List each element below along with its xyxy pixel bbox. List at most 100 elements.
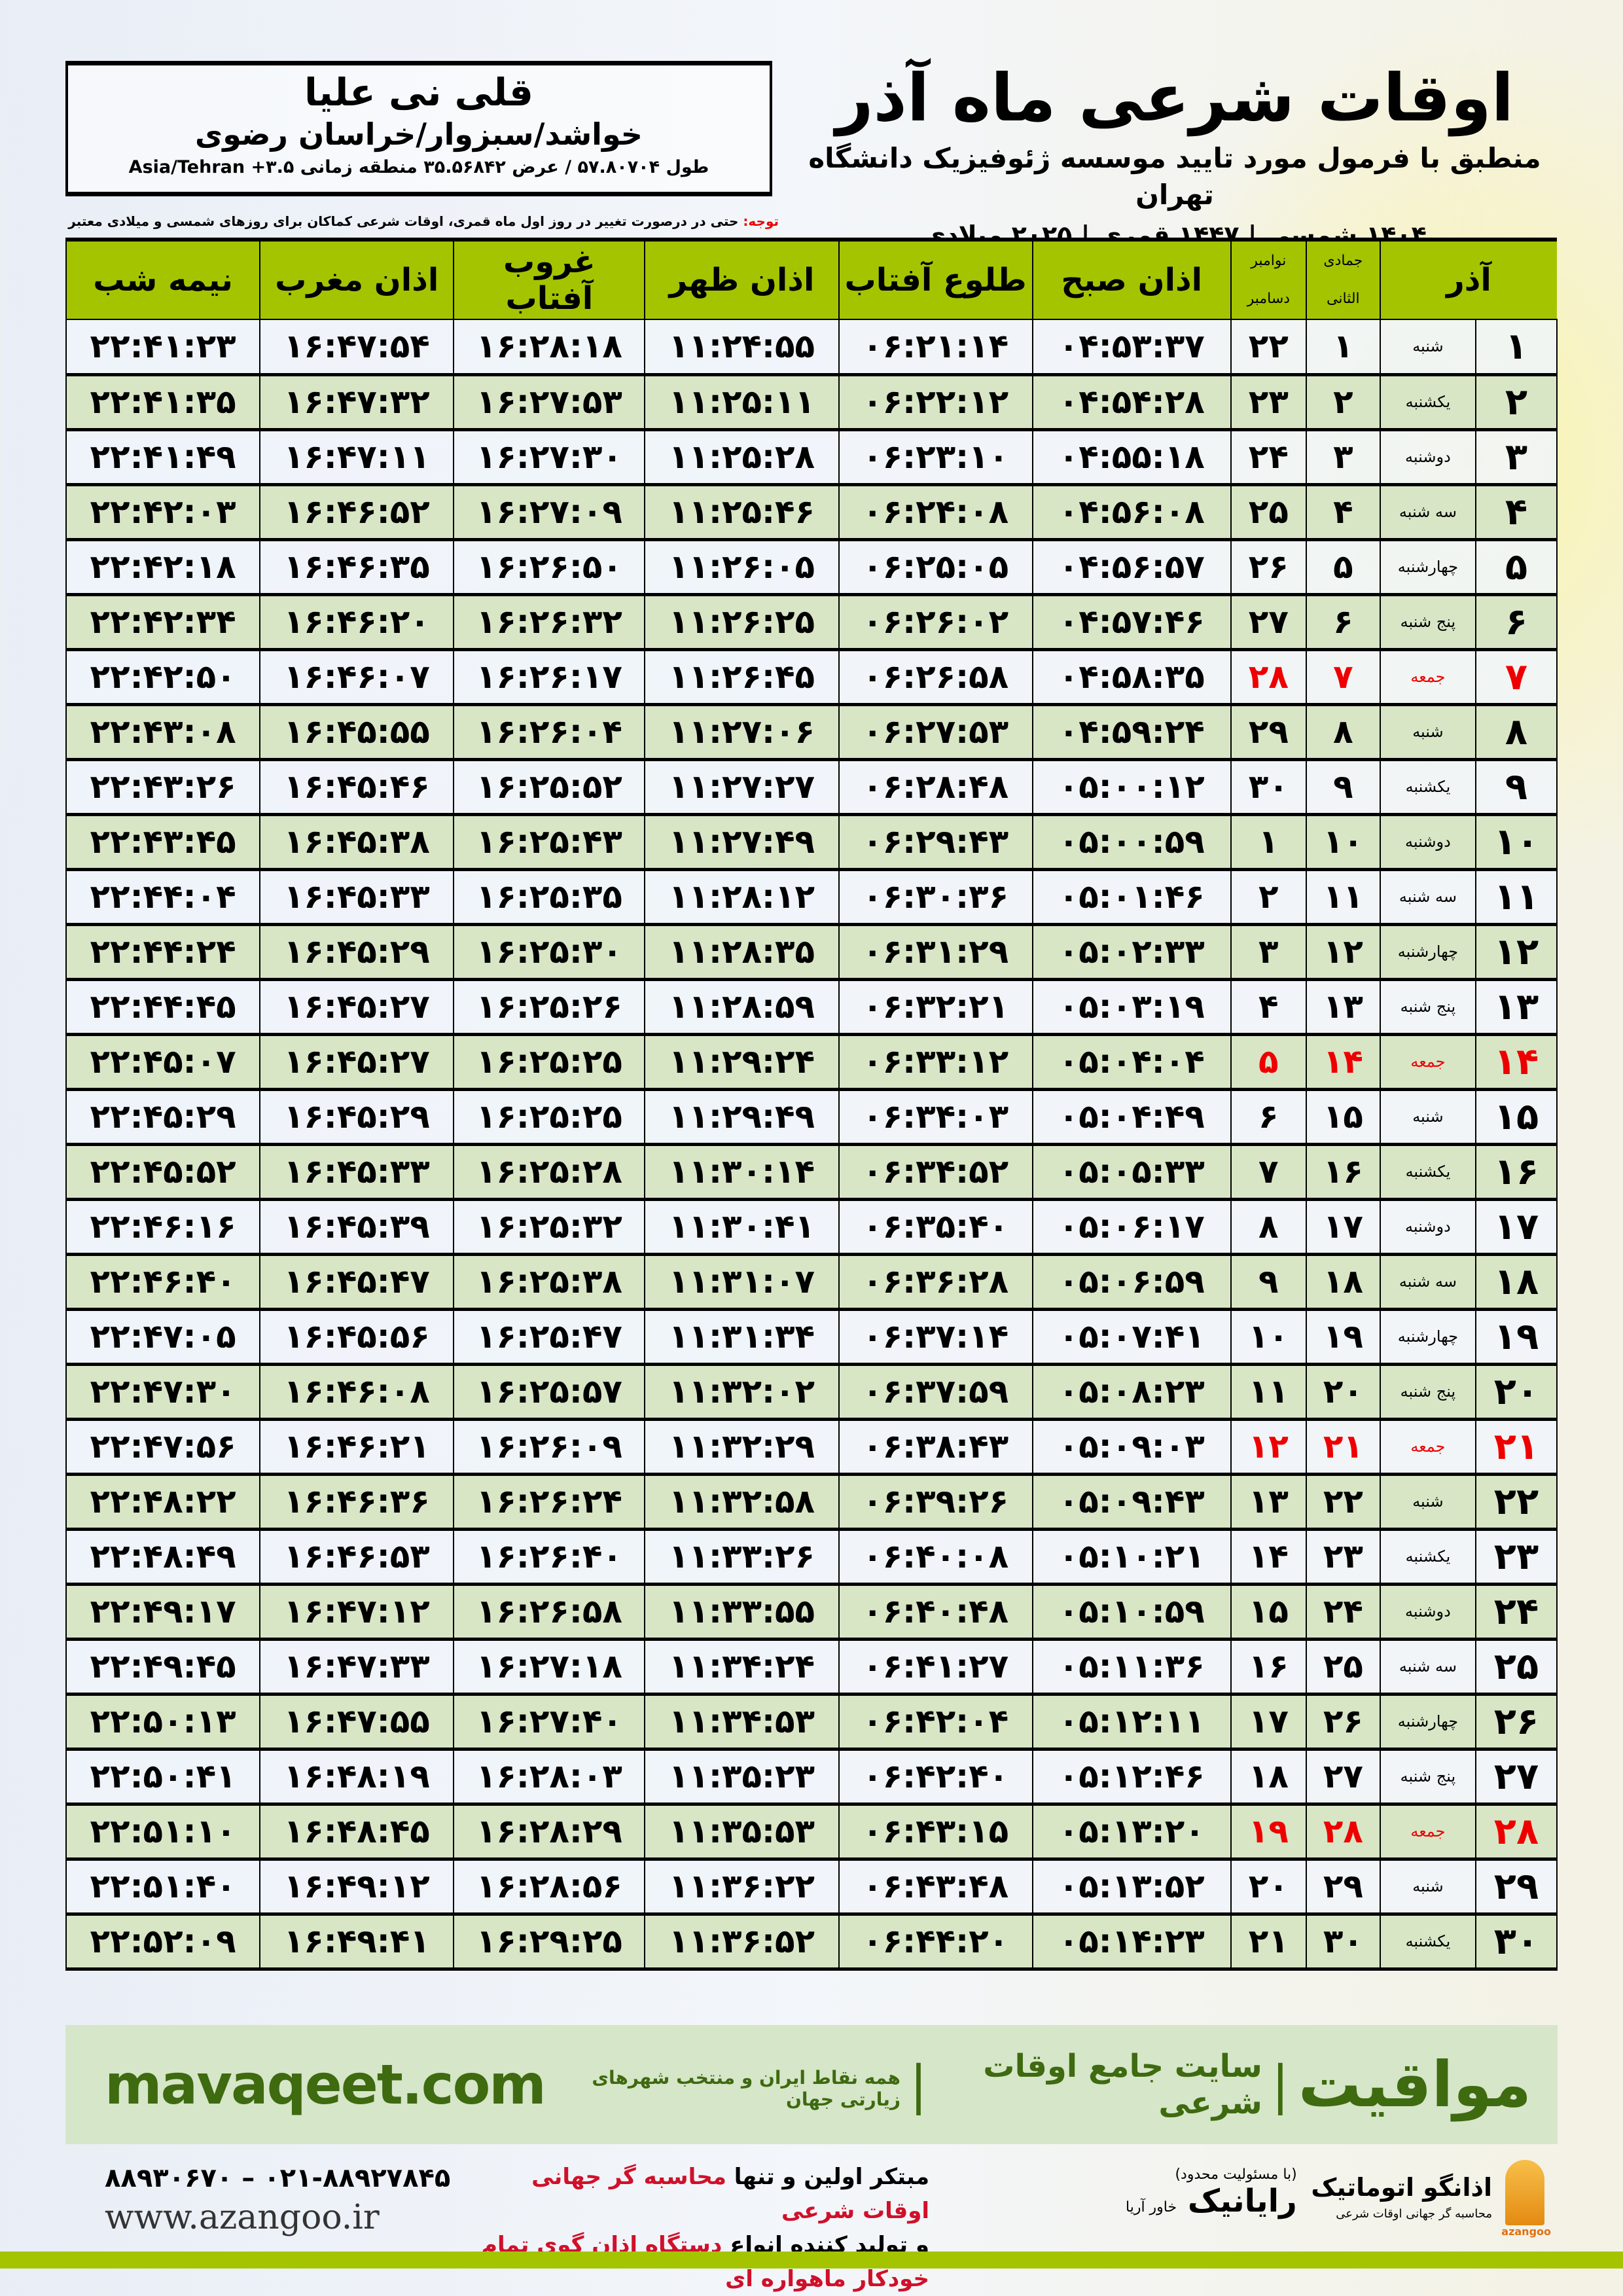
cell-tolu: ۰۶:۳۹:۲۶ <box>838 1473 1033 1531</box>
cell-gregorian: ۲۳ <box>1230 374 1307 431</box>
header-sobh: اذان صبح <box>1031 238 1231 319</box>
cell-gregorian: ۲۰ <box>1230 1858 1307 1916</box>
cell-weekday: چهارشنبه <box>1379 539 1476 596</box>
cell-sobh: ۰۵:۰۵:۳۳ <box>1031 1143 1232 1201</box>
cell-weekday: دوشنبه <box>1379 814 1476 871</box>
azangoo-name: اذانگو اتوماتیک <box>1311 2173 1492 2202</box>
cell-nimeh: ۲۲:۴۴:۴۵ <box>65 978 261 1036</box>
cell-ghorub: ۱۶:۲۵:۵۷ <box>453 1363 646 1421</box>
cell-weekday: چهارشنبه <box>1379 1693 1476 1751</box>
cell-day: ۱۵ <box>1474 1088 1558 1146</box>
cell-nimeh: ۲۲:۴۶:۴۰ <box>65 1253 261 1311</box>
table-row: ۱۲ چهارشنبه ۱۲ ۳ ۰۵:۰۲:۳۳ ۰۶:۳۱:۲۹ ۱۱:۲۸:۳۵ ۱۶:… <box>65 924 1558 981</box>
cell-ghorub: ۱۶:۲۵:۵۲ <box>453 759 646 816</box>
cell-hijri: ۷ <box>1305 649 1381 706</box>
cell-zohr: ۱۱:۲۹:۲۴ <box>644 1033 840 1091</box>
cell-gregorian: ۱۷ <box>1230 1693 1307 1751</box>
cell-hijri: ۲۸ <box>1305 1803 1381 1861</box>
cell-gregorian: ۱۶ <box>1230 1638 1307 1696</box>
cell-gregorian: ۱۹ <box>1230 1803 1307 1861</box>
location-box: قلی نی علیا خواشد/سبزوار/خراسان رضوی طول… <box>65 61 772 196</box>
cell-day: ۵ <box>1474 539 1558 596</box>
cell-weekday: یکشنبه <box>1379 1913 1476 1971</box>
cell-gregorian: ۱۱ <box>1230 1363 1307 1421</box>
prayer-times-table: آذر جمادی الثانی نوامبر دسامبر اذان صبح ط… <box>65 238 1558 1971</box>
cell-maghrib: ۱۶:۴۵:۲۹ <box>259 924 455 981</box>
cell-gregorian: ۴ <box>1230 978 1307 1036</box>
cell-ghorub: ۱۶:۲۸:۵۶ <box>453 1858 646 1916</box>
cell-ghorub: ۱۶:۲۵:۳۸ <box>453 1253 646 1311</box>
cell-maghrib: ۱۶:۴۷:۳۲ <box>259 374 455 431</box>
banner-separator: | <box>1271 2054 1289 2115</box>
cell-tolu: ۰۶:۳۲:۲۱ <box>838 978 1033 1036</box>
cell-hijri: ۱۹ <box>1305 1308 1381 1366</box>
cell-maghrib: ۱۶:۴۷:۱۲ <box>259 1583 455 1641</box>
cell-sobh: ۰۵:۰۸:۲۳ <box>1031 1363 1232 1421</box>
cell-hijri: ۲۰ <box>1305 1363 1381 1421</box>
cell-maghrib: ۱۶:۴۵:۲۷ <box>259 1033 455 1091</box>
header-ghorub: غروب آفتاب <box>453 238 645 319</box>
cell-tolu: ۰۶:۳۴:۵۲ <box>838 1143 1033 1201</box>
cell-zohr: ۱۱:۲۸:۵۹ <box>644 978 840 1036</box>
cell-ghorub: ۱۶:۲۵:۴۷ <box>453 1308 646 1366</box>
cell-ghorub: ۱۶:۲۶:۵۸ <box>453 1583 646 1641</box>
cell-ghorub: ۱۶:۲۵:۲۶ <box>453 978 646 1036</box>
cell-ghorub: ۱۶:۲۶:۴۰ <box>453 1528 646 1586</box>
table-row: ۱۰ دوشنبه ۱۰ ۱ ۰۵:۰۰:۵۹ ۰۶:۲۹:۴۳ ۱۱:۲۷:۴۹ ۱۶:۲۵… <box>65 814 1558 871</box>
cell-maghrib: ۱۶:۴۷:۵۵ <box>259 1693 455 1751</box>
cell-day: ۲۸ <box>1474 1803 1558 1861</box>
cell-zohr: ۱۱:۲۸:۱۲ <box>644 869 840 926</box>
table-row: ۲۷ پنج شنبه ۲۷ ۱۸ ۰۵:۱۲:۴۶ ۰۶:۴۲:۴۰ ۱۱:۳۵:۲۳ ۱۶… <box>65 1748 1558 1806</box>
cell-nimeh: ۲۲:۴۲:۳۴ <box>65 594 261 651</box>
header-greg-top: نوامبر <box>1251 253 1287 269</box>
cell-ghorub: ۱۶:۲۵:۲۸ <box>453 1143 646 1201</box>
cell-day: ۲۹ <box>1474 1858 1558 1916</box>
cell-tolu: ۰۶:۴۳:۴۸ <box>838 1858 1033 1916</box>
cell-zohr: ۱۱:۲۷:۲۷ <box>644 759 840 816</box>
banner-slogan: سایت جامع اوقات شرعی <box>983 2048 1262 2121</box>
cell-day: ۷ <box>1474 649 1558 706</box>
cell-zohr: ۱۱:۳۵:۲۳ <box>644 1748 840 1806</box>
cell-gregorian: ۲۹ <box>1230 704 1307 761</box>
cell-zohr: ۱۱:۳۲:۰۲ <box>644 1363 840 1421</box>
cell-day: ۲۴ <box>1474 1583 1558 1641</box>
cell-day: ۱۸ <box>1474 1253 1558 1311</box>
cell-gregorian: ۱۵ <box>1230 1583 1307 1641</box>
table-header: آذر جمادی الثانی نوامبر دسامبر اذان صبح ط… <box>65 238 1557 319</box>
cell-day: ۱۰ <box>1474 814 1558 871</box>
cell-hijri: ۹ <box>1305 759 1381 816</box>
cell-nimeh: ۲۲:۵۲:۰۹ <box>65 1913 261 1971</box>
cell-zohr: ۱۱:۲۸:۳۵ <box>644 924 840 981</box>
cell-sobh: ۰۵:۰۴:۴۹ <box>1031 1088 1232 1146</box>
cell-gregorian: ۲ <box>1230 869 1307 926</box>
cell-gregorian: ۳ <box>1230 924 1307 981</box>
cell-sobh: ۰۵:۱۱:۳۶ <box>1031 1638 1232 1696</box>
cell-nimeh: ۲۲:۴۴:۲۴ <box>65 924 261 981</box>
title-block: اوقات شرعی ماه آذر منطبق با فرمول مورد ت… <box>805 59 1544 253</box>
cell-day: ۱۷ <box>1474 1198 1558 1256</box>
cell-maghrib: ۱۶:۴۸:۴۵ <box>259 1803 455 1861</box>
cell-maghrib: ۱۶:۴۶:۲۱ <box>259 1418 455 1476</box>
cell-hijri: ۲۲ <box>1305 1473 1381 1531</box>
cell-day: ۲ <box>1474 374 1558 431</box>
table-row: ۱۴ جمعه ۱۴ ۵ ۰۵:۰۴:۰۴ ۰۶:۳۳:۱۲ ۱۱:۲۹:۲۴ ۱۶:۲۵:۲… <box>65 1033 1558 1091</box>
cell-hijri: ۲ <box>1305 374 1381 431</box>
cell-maghrib: ۱۶:۴۹:۴۱ <box>259 1913 455 1971</box>
cell-weekday: شنبه <box>1379 1473 1476 1531</box>
cell-ghorub: ۱۶:۲۸:۱۸ <box>453 319 646 376</box>
cell-day: ۶ <box>1474 594 1558 651</box>
website-link[interactable]: www.azangoo.ir <box>105 2198 380 2237</box>
cell-day: ۲۰ <box>1474 1363 1558 1421</box>
cell-gregorian: ۲۱ <box>1230 1913 1307 1971</box>
cell-ghorub: ۱۶:۲۷:۰۹ <box>453 484 646 541</box>
coordinates: طول ۵۷.۸۰۷۰۴ / عرض ۳۵.۵۶۸۴۲ منطقه زمانی … <box>128 157 709 177</box>
azangoo-sub: محاسبه گر جهانی اوقات شرعی <box>1336 2207 1492 2221</box>
table-row: ۷ جمعه ۷ ۲۸ ۰۴:۵۸:۳۵ ۰۶:۲۶:۵۸ ۱۱:۲۶:۴۵ ۱۶:۲۶:۱۷… <box>65 649 1558 706</box>
cell-zohr: ۱۱:۲۷:۰۶ <box>644 704 840 761</box>
cell-zohr: ۱۱:۳۲:۵۸ <box>644 1473 840 1531</box>
cell-nimeh: ۲۲:۴۱:۴۹ <box>65 429 261 486</box>
cell-gregorian: ۸ <box>1230 1198 1307 1256</box>
rayanik-note: (با مسئولیت محدود) <box>1175 2166 1297 2183</box>
cell-ghorub: ۱۶:۲۵:۳۵ <box>453 869 646 926</box>
banner-url-link[interactable]: mavaqeet.com <box>105 2053 546 2117</box>
